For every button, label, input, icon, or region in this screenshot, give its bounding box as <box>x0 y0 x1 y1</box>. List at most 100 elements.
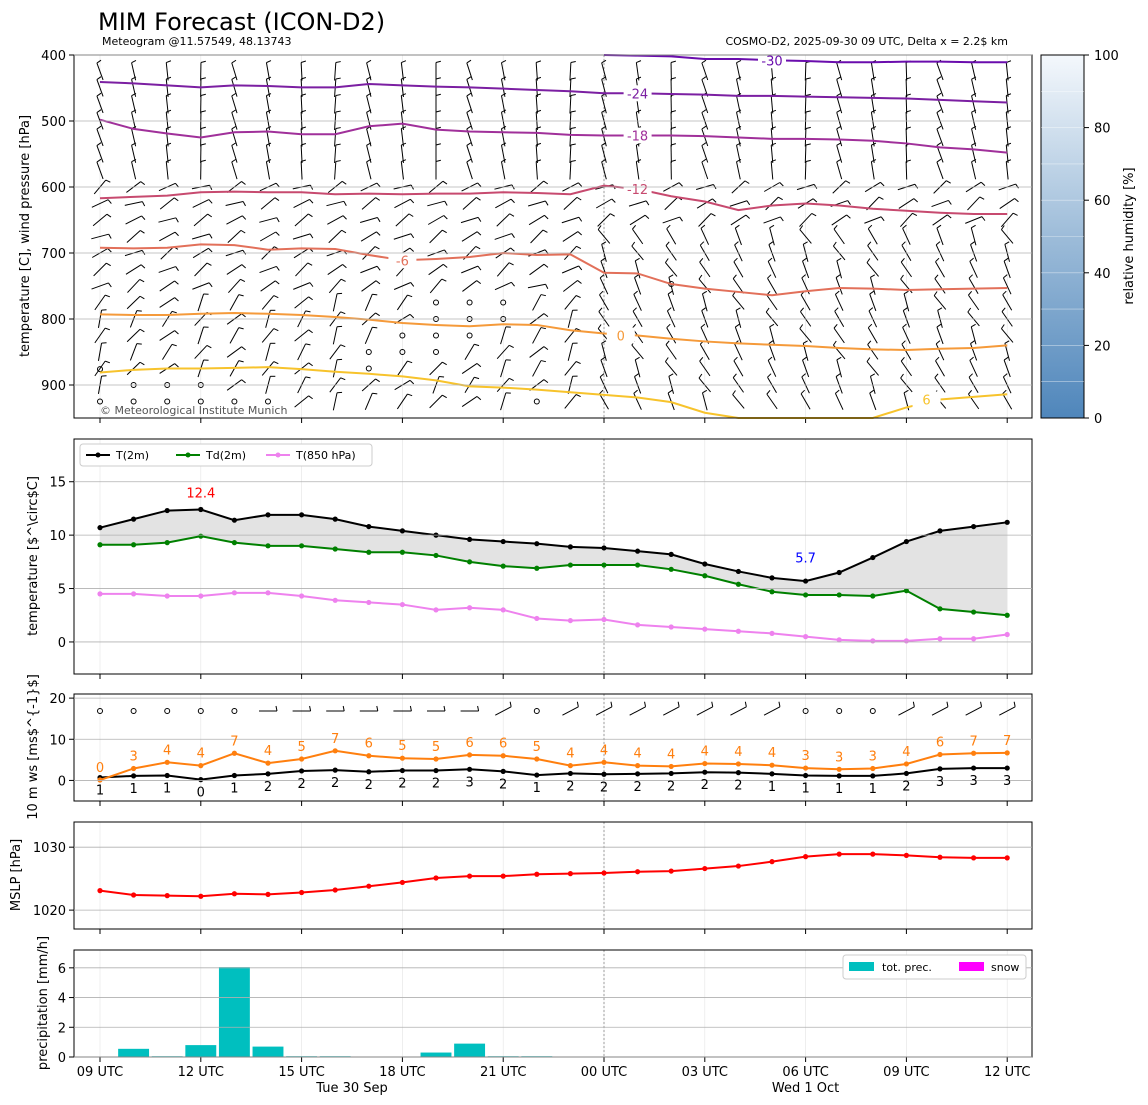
wind-barb-flag <box>645 200 650 206</box>
wind-barb-flag <box>577 182 583 187</box>
wind-barb-shaft <box>969 360 978 377</box>
data-point <box>567 871 574 877</box>
wind-barb-shaft <box>831 214 847 226</box>
wind-barb-flag <box>871 142 877 146</box>
wind-barb-flag <box>409 380 415 385</box>
wind-barb <box>529 263 549 276</box>
wind-barb <box>765 196 783 211</box>
wind-barb <box>633 290 642 311</box>
wind-barb-flag <box>241 264 246 269</box>
wind-barb-flag <box>477 705 480 712</box>
wind-barb-flag <box>536 142 542 146</box>
wind-barb-flag <box>166 109 172 113</box>
wind-barb <box>124 201 146 207</box>
wind-barb-shaft <box>833 327 845 344</box>
data-point <box>668 770 674 777</box>
wind-barb-shaft <box>600 359 608 378</box>
wind-barb-shaft <box>867 344 879 360</box>
data-point <box>635 869 641 875</box>
wind-barb-flag <box>476 363 482 368</box>
wind-barb-shaft <box>701 392 708 411</box>
wind-barb-flag <box>171 343 177 347</box>
wind-barb <box>395 213 414 227</box>
wind-speed-label: 1 <box>835 782 843 797</box>
data-point <box>500 768 506 774</box>
wind-barb-flag <box>376 265 381 271</box>
wind-barb-shaft <box>933 295 947 310</box>
wind-barb <box>561 216 583 224</box>
wind-barb-shaft <box>96 95 104 114</box>
data-point <box>332 748 338 754</box>
wind-barb-shaft <box>595 706 613 716</box>
wind-barb-flag <box>544 215 549 220</box>
data-point <box>601 616 607 623</box>
wind-barb-flag <box>209 185 213 190</box>
wind-barb-shaft <box>934 278 946 294</box>
wind-barb <box>769 224 775 246</box>
wind-barb-flag <box>933 291 938 296</box>
wind-barb-flag <box>107 248 112 253</box>
data-point <box>366 883 372 889</box>
wind-barb-flag <box>545 200 549 206</box>
wind-barb <box>936 224 944 246</box>
wind-barb <box>563 196 582 211</box>
wind-barb-flag <box>342 215 347 220</box>
data-point <box>332 546 338 552</box>
wind-barb-flag <box>300 93 307 96</box>
calm-wind-marker <box>399 349 406 355</box>
series-line <box>99 767 1008 781</box>
legend-marker <box>275 452 281 458</box>
wind-barb-flag <box>309 282 314 287</box>
wind-barb <box>870 159 877 180</box>
wind-barb-flag <box>836 257 842 262</box>
wind-barb-flag <box>208 248 213 253</box>
data-point <box>769 575 775 581</box>
wind-barb-shaft <box>94 327 106 344</box>
wind-barb-shaft <box>701 62 709 81</box>
y-tick-label: 5 <box>58 583 66 598</box>
y-tick-label: 10 <box>49 733 66 748</box>
wind-barb-shaft <box>159 297 176 308</box>
wind-barb-shaft <box>131 161 137 180</box>
wind-barb <box>461 231 482 242</box>
wind-barb <box>429 394 447 409</box>
wind-barb-shaft <box>158 266 176 273</box>
wind-barb-shaft <box>327 215 344 225</box>
x-date-label: Wed 1 Oct <box>772 1081 839 1096</box>
wind-barb-shaft <box>900 212 913 228</box>
x-tick-label: 09 UTC <box>883 1065 929 1080</box>
data-point <box>635 763 641 769</box>
wind-barb-shaft <box>400 161 404 180</box>
wind-barb <box>295 262 313 277</box>
wind-barb <box>396 294 413 311</box>
wind-barb-flag <box>240 278 246 283</box>
wind-barb-flag <box>800 307 805 312</box>
calm-wind-marker <box>197 708 204 714</box>
wind-barb-flag <box>376 182 381 188</box>
wind-barb-shaft <box>228 278 241 294</box>
wind-barb <box>261 295 279 310</box>
calm-wind-marker <box>365 349 372 355</box>
wind-barb-shaft <box>770 144 774 164</box>
calm-wind-marker <box>130 398 137 405</box>
wind-barb-flag <box>937 307 943 311</box>
wind-barb-shaft <box>734 227 742 246</box>
wind-barb-flag <box>140 181 146 186</box>
data-point <box>702 769 708 775</box>
wind-barb <box>334 127 341 147</box>
wind-speed-label: 1 <box>801 781 809 796</box>
wind-barb-flag <box>712 198 717 203</box>
data-point <box>467 752 473 758</box>
legend-label: T(850 hPa) <box>295 449 356 462</box>
wind-barb <box>634 274 642 295</box>
wind-barb <box>834 389 844 410</box>
gust-label: 7 <box>969 734 977 749</box>
wind-barb-flag <box>903 290 909 295</box>
wind-barb-flag <box>305 310 311 313</box>
wind-barb-shaft <box>599 294 609 311</box>
wind-barb <box>400 76 407 97</box>
wind-barb <box>799 324 812 343</box>
wind-barb-shaft <box>393 233 412 240</box>
wind-barb-flag <box>206 262 212 266</box>
